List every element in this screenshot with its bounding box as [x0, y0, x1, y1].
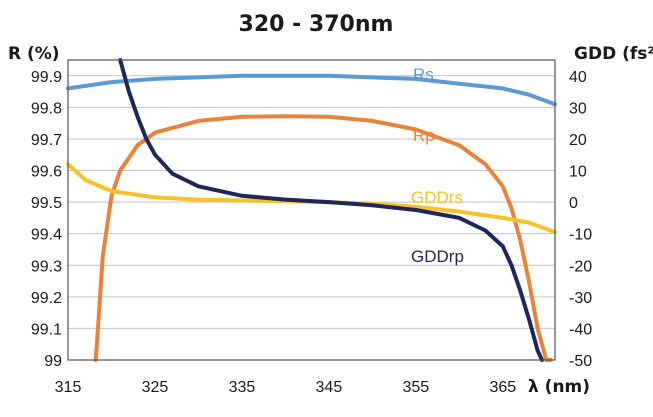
right-tick-label: -20: [569, 258, 592, 275]
left-tick-label: 99.9: [31, 69, 62, 86]
x-tick-label: 315: [55, 379, 82, 396]
x-axis-ticks: 315 325 335 345 355 365: [55, 379, 517, 396]
right-tick-label: -50: [569, 353, 592, 370]
series-lines: [66, 58, 557, 362]
series-label-rs: Rs: [413, 65, 434, 84]
left-tick-label: 99.4: [31, 227, 62, 244]
right-axis-ticks: 40 30 20 10 0 -10 -20 -30 -40 -50: [569, 69, 592, 370]
right-tick-label: -30: [569, 290, 592, 307]
left-tick-label: 99.7: [31, 132, 62, 149]
left-tick-label: 99: [44, 353, 62, 370]
left-tick-label: 99.8: [31, 100, 62, 117]
x-tick-label: 365: [489, 379, 516, 396]
series-rp-line: [93, 114, 553, 362]
right-tick-label: 0: [569, 195, 578, 212]
series-label-gddrp: GDDrp: [411, 247, 464, 266]
chart-title: 320 - 370nm: [239, 12, 394, 37]
series-rs-line: [66, 73, 557, 107]
series-gddrp-line: [118, 58, 544, 362]
x-tick-label: 355: [403, 379, 430, 396]
series-gddrs-line: [66, 162, 557, 235]
plot-frame: [67, 59, 556, 361]
right-axis-title: GDD (fs²): [574, 44, 653, 64]
x-tick-label: 325: [142, 379, 169, 396]
left-axis-title: R (%): [8, 44, 60, 64]
x-tick-label: 345: [316, 379, 343, 396]
x-axis-title: λ (nm): [528, 377, 590, 397]
left-tick-label: 99.3: [31, 258, 62, 275]
right-tick-label: 10: [569, 164, 587, 181]
right-tick-label: -40: [569, 321, 592, 338]
series-label-rp: Rp: [413, 126, 435, 145]
left-tick-label: 99.6: [31, 164, 62, 181]
series-label-gddrs: GDDrs: [411, 188, 463, 207]
right-tick-label: 20: [569, 132, 587, 149]
right-tick-label: 40: [569, 69, 587, 86]
left-tick-label: 99.5: [31, 195, 62, 212]
x-tick-label: 335: [229, 379, 256, 396]
left-tick-label: 99.1: [31, 321, 62, 338]
series-labels: Rs Rp GDDrs GDDrp: [411, 65, 464, 266]
left-axis-ticks: 99.9 99.8 99.7 99.6 99.5 99.4 99.3 99.2 99.1 99: [31, 69, 62, 370]
right-tick-label: -10: [569, 227, 592, 244]
left-tick-label: 99.2: [31, 290, 62, 307]
right-tick-label: 30: [569, 100, 587, 117]
